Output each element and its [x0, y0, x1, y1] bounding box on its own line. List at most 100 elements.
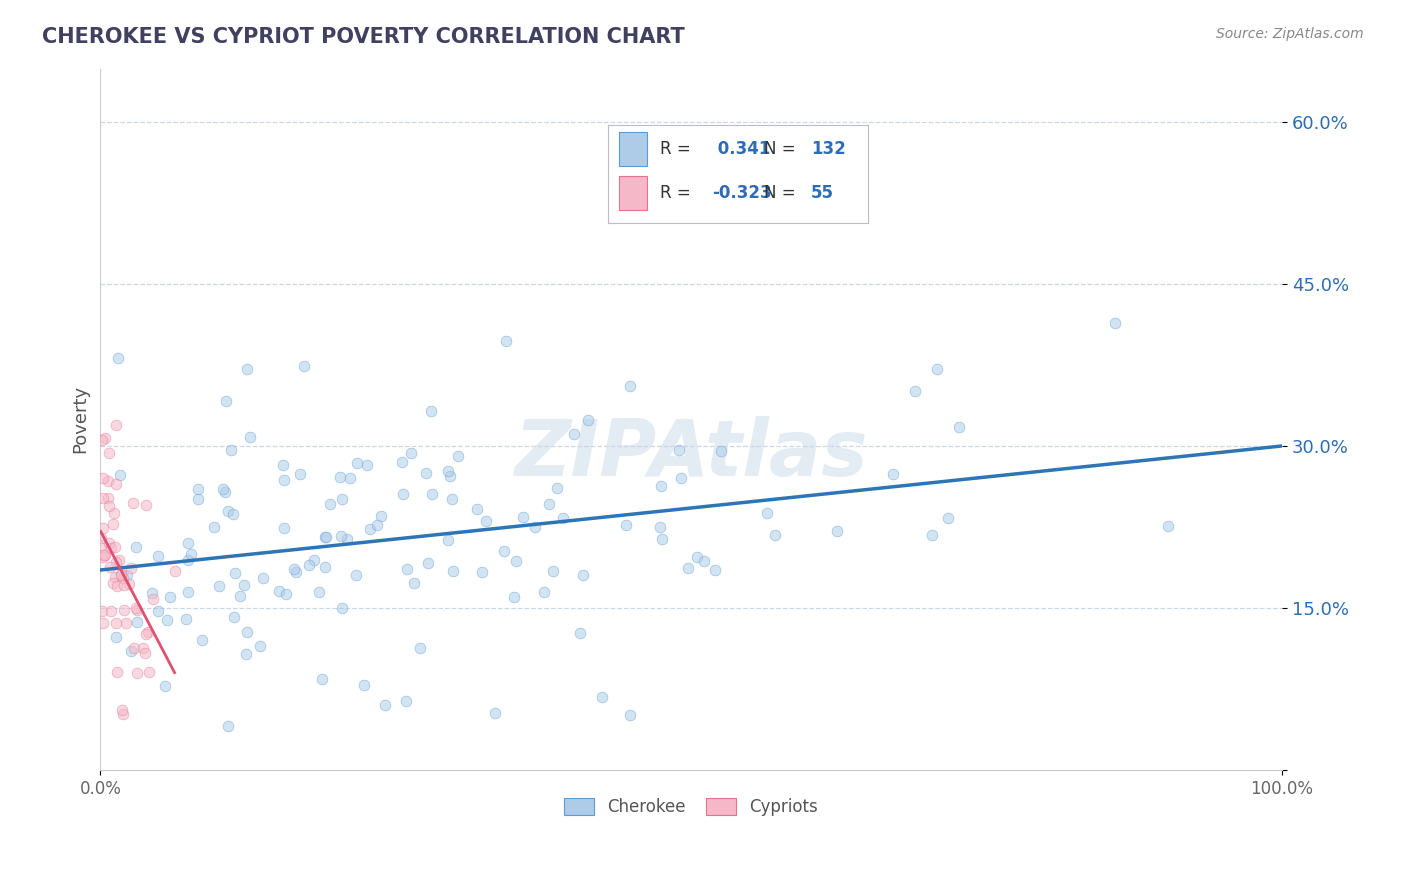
Point — [132, 641, 155, 656]
Point — [399, 446, 422, 460]
Point — [93, 548, 115, 562]
Point — [374, 698, 396, 712]
Point — [91, 521, 114, 535]
Point — [330, 601, 353, 615]
Point — [318, 497, 340, 511]
Point — [273, 473, 295, 487]
Point — [370, 509, 392, 524]
Point — [153, 680, 176, 694]
Point — [91, 491, 114, 505]
Point — [541, 564, 564, 578]
Point — [356, 458, 378, 472]
Point — [98, 500, 121, 514]
Point — [391, 455, 413, 469]
Point — [921, 528, 943, 542]
Point — [108, 467, 131, 482]
Point — [415, 466, 437, 480]
Point — [136, 625, 159, 640]
Point — [215, 393, 238, 408]
Point — [104, 631, 127, 645]
Point — [329, 529, 352, 543]
Point — [568, 625, 591, 640]
Point — [156, 613, 179, 627]
Point — [465, 502, 488, 516]
Point — [135, 498, 157, 512]
Point — [177, 553, 200, 567]
Point — [678, 561, 700, 575]
Point — [314, 560, 336, 574]
Point — [117, 568, 139, 582]
Point — [114, 603, 136, 617]
Point — [409, 641, 432, 656]
Point — [420, 486, 443, 500]
Point — [273, 521, 295, 535]
Point — [825, 524, 848, 539]
Point — [419, 403, 441, 417]
Point — [755, 506, 778, 520]
Point — [104, 540, 127, 554]
Point — [502, 590, 524, 604]
Point — [474, 515, 496, 529]
Point — [668, 443, 690, 458]
Point — [217, 719, 239, 733]
Point — [948, 419, 970, 434]
Point — [763, 528, 786, 542]
Point — [103, 516, 125, 531]
Point — [524, 520, 547, 534]
Point — [308, 585, 330, 599]
Point — [138, 665, 160, 680]
Point — [330, 491, 353, 506]
Point — [105, 579, 128, 593]
Point — [224, 566, 246, 581]
Point — [395, 562, 418, 576]
Point — [471, 566, 494, 580]
Point — [121, 496, 143, 510]
Point — [187, 482, 209, 496]
Point — [107, 351, 129, 365]
Point — [239, 430, 262, 444]
Point — [91, 550, 114, 565]
Point — [229, 589, 252, 603]
Point — [492, 544, 515, 558]
Point — [212, 482, 235, 496]
Point — [90, 538, 112, 552]
Point — [562, 427, 585, 442]
Point — [98, 445, 121, 459]
Point — [94, 548, 117, 562]
Point — [219, 442, 242, 457]
Point — [298, 558, 321, 572]
Point — [315, 530, 337, 544]
Point — [125, 540, 148, 554]
Point — [101, 575, 124, 590]
Point — [648, 520, 671, 534]
Point — [591, 690, 613, 704]
Point — [90, 531, 112, 545]
Point — [283, 561, 305, 575]
Point — [441, 491, 464, 506]
Point — [505, 554, 527, 568]
Point — [218, 504, 240, 518]
Point — [148, 549, 170, 563]
Point — [439, 469, 461, 483]
Point — [159, 590, 181, 604]
Point — [97, 475, 120, 489]
Legend: Cherokee, Cypriots: Cherokee, Cypriots — [555, 790, 827, 825]
Point — [512, 510, 534, 524]
Point — [91, 616, 114, 631]
Point — [120, 644, 142, 658]
Point — [576, 413, 599, 427]
Point — [176, 612, 198, 626]
Point — [366, 517, 388, 532]
Point — [669, 471, 692, 485]
Point — [353, 678, 375, 692]
Point — [125, 602, 148, 616]
Point — [269, 584, 291, 599]
Point — [112, 571, 135, 585]
Point — [274, 587, 297, 601]
Point — [614, 517, 637, 532]
Point — [284, 565, 307, 579]
Point — [304, 552, 326, 566]
Point — [110, 568, 132, 582]
Point — [235, 647, 257, 661]
Point — [107, 553, 129, 567]
